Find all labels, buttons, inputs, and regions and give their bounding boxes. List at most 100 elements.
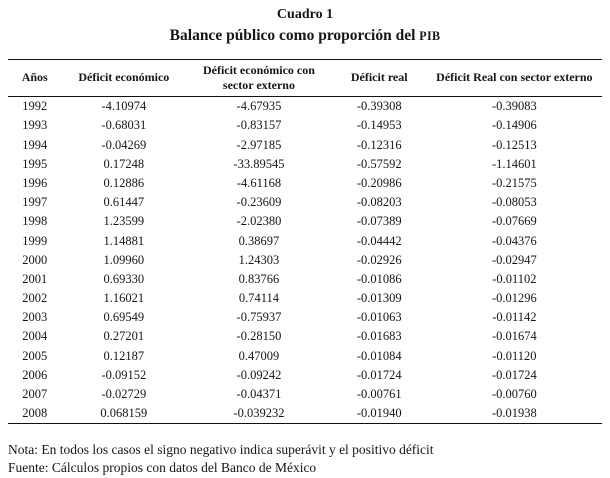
year-cell: 1995 — [22, 156, 48, 171]
value-cell: -0.04442 — [356, 233, 402, 248]
value-cell: -0.04371 — [236, 387, 282, 402]
value-cell: -0.14906 — [491, 118, 537, 133]
value-cell: 0.17248 — [103, 156, 145, 171]
value-cell: -0.57592 — [356, 156, 402, 171]
value-cell: -0.01724 — [491, 367, 537, 382]
value-cell: -0.39083 — [491, 99, 537, 114]
value-cell: -4.67935 — [236, 99, 282, 114]
value-cell: 0.068159 — [100, 406, 148, 421]
value-cell: 0.69549 — [103, 310, 145, 325]
table-row: 2000 1.09960 1.24303 -0.02926 -0.02947 — [8, 250, 602, 269]
year-cell: 2005 — [22, 348, 48, 363]
year-cell: 1997 — [22, 195, 48, 210]
year-cell: 2000 — [22, 252, 48, 267]
year-cell: 1996 — [22, 175, 48, 190]
year-cell: 1993 — [22, 118, 48, 133]
value-cell: -0.01309 — [356, 291, 402, 306]
value-cell: -0.02947 — [491, 252, 537, 267]
value-cell: -0.039232 — [233, 406, 285, 421]
value-cell: 1.24303 — [238, 252, 280, 267]
value-cell: -0.20986 — [356, 175, 402, 190]
value-cell: 1.14881 — [103, 233, 145, 248]
value-cell: -4.10974 — [101, 99, 147, 114]
value-cell: 0.69330 — [103, 271, 145, 286]
value-cell: -0.01120 — [492, 348, 537, 363]
subtitle-text: Balance público como proporción del — [169, 26, 420, 44]
value-cell: -0.01086 — [356, 271, 402, 286]
note-line: Nota: En todos los casos el signo negati… — [8, 442, 434, 458]
value-cell: -0.04376 — [491, 233, 537, 248]
column-header: Déficit Real con sector externo — [436, 70, 593, 85]
table-row: 1993 -0.68031 -0.83157 -0.14953 -0.14906 — [8, 116, 602, 135]
value-cell: -2.02380 — [236, 214, 282, 229]
value-cell: -0.09242 — [236, 367, 282, 382]
value-cell: 1.23599 — [103, 214, 145, 229]
table-row: 1998 1.23599 -2.02380 -0.07389 -0.07669 — [8, 212, 602, 231]
table-row: 1996 0.12886 -4.61168 -0.20986 -0.21575 — [8, 174, 602, 193]
column-header: Déficit económico con sector externo — [202, 62, 315, 92]
table-row: 2006 -0.09152 -0.09242 -0.01724 -0.01724 — [8, 366, 602, 385]
year-cell: 1999 — [22, 233, 48, 248]
value-cell: -0.04269 — [101, 137, 147, 152]
source-line: Fuente: Cálculos propios con datos del B… — [8, 460, 317, 476]
year-cell: 2001 — [22, 271, 48, 286]
year-cell: 2006 — [22, 367, 48, 382]
value-cell: -0.01724 — [356, 367, 402, 382]
subtitle-smallcaps-pib: PIB — [419, 28, 441, 43]
value-cell: 0.38697 — [238, 233, 280, 248]
value-cell: 0.27201 — [103, 329, 145, 344]
value-cell: 0.74114 — [238, 291, 280, 306]
value-cell: 1.09960 — [103, 252, 145, 267]
value-cell: -0.75937 — [236, 310, 282, 325]
value-cell: -0.07669 — [491, 214, 537, 229]
column-header: Déficit económico — [78, 70, 170, 85]
value-cell: -0.09152 — [101, 367, 147, 382]
value-cell: -4.61168 — [236, 175, 282, 190]
year-cell: 2003 — [22, 310, 48, 325]
value-cell: -0.08053 — [491, 195, 537, 210]
value-cell: -0.12513 — [491, 137, 537, 152]
table-subtitle: Balance público como proporción del PIB — [8, 26, 602, 45]
value-cell: -0.01084 — [356, 348, 402, 363]
value-cell: 0.47009 — [238, 348, 280, 363]
year-cell: 1992 — [22, 99, 48, 114]
title-block: Cuadro 1 Balance público como proporción… — [8, 6, 602, 45]
value-cell: -0.83157 — [236, 118, 282, 133]
balance-table: Años Déficit económico Déficit económico c… — [8, 59, 602, 424]
value-cell: -0.01296 — [491, 291, 537, 306]
value-cell: -0.00761 — [356, 387, 402, 402]
column-header: Años — [21, 70, 48, 85]
value-cell: -0.12316 — [356, 137, 402, 152]
table-row: 1999 1.14881 0.38697 -0.04442 -0.04376 — [8, 231, 602, 250]
column-header: Déficit real — [350, 70, 408, 85]
value-cell: -0.23609 — [236, 195, 282, 210]
value-cell: -0.21575 — [491, 175, 537, 190]
table-number-title: Cuadro 1 — [276, 7, 334, 22]
value-cell: -0.28150 — [236, 329, 282, 344]
value-cell: -0.08203 — [356, 195, 402, 210]
value-cell: 0.12187 — [103, 348, 145, 363]
value-cell: -0.02926 — [356, 252, 402, 267]
table-row: 1995 0.17248 -33.89545 -0.57592 -1.14601 — [8, 154, 602, 173]
year-cell: 2008 — [22, 406, 48, 421]
table-row: 1994 -0.04269 -2.97185 -0.12316 -0.12513 — [8, 135, 602, 154]
year-cell: 1998 — [22, 214, 48, 229]
table-row: 2002 1.16021 0.74114 -0.01309 -0.01296 — [8, 289, 602, 308]
year-cell: 2004 — [22, 329, 48, 344]
table-row: 2001 0.69330 0.83766 -0.01086 -0.01102 — [8, 270, 602, 289]
value-cell: -0.01063 — [356, 310, 402, 325]
value-cell: 1.16021 — [103, 291, 145, 306]
value-cell: -0.01674 — [491, 329, 537, 344]
value-cell: -0.01102 — [492, 271, 537, 286]
table-head: Años Déficit económico Déficit económico c… — [8, 59, 602, 97]
value-cell: -0.68031 — [101, 118, 147, 133]
value-cell: -0.02729 — [101, 387, 147, 402]
value-cell: -0.01940 — [356, 406, 402, 421]
value-cell: -0.14953 — [356, 118, 402, 133]
value-cell: 0.12886 — [103, 175, 145, 190]
table-row: 2007 -0.02729 -0.04371 -0.00761 -0.00760 — [8, 385, 602, 404]
year-cell: 2007 — [22, 387, 48, 402]
value-cell: -2.97185 — [236, 137, 282, 152]
value-cell: 0.83766 — [238, 271, 280, 286]
